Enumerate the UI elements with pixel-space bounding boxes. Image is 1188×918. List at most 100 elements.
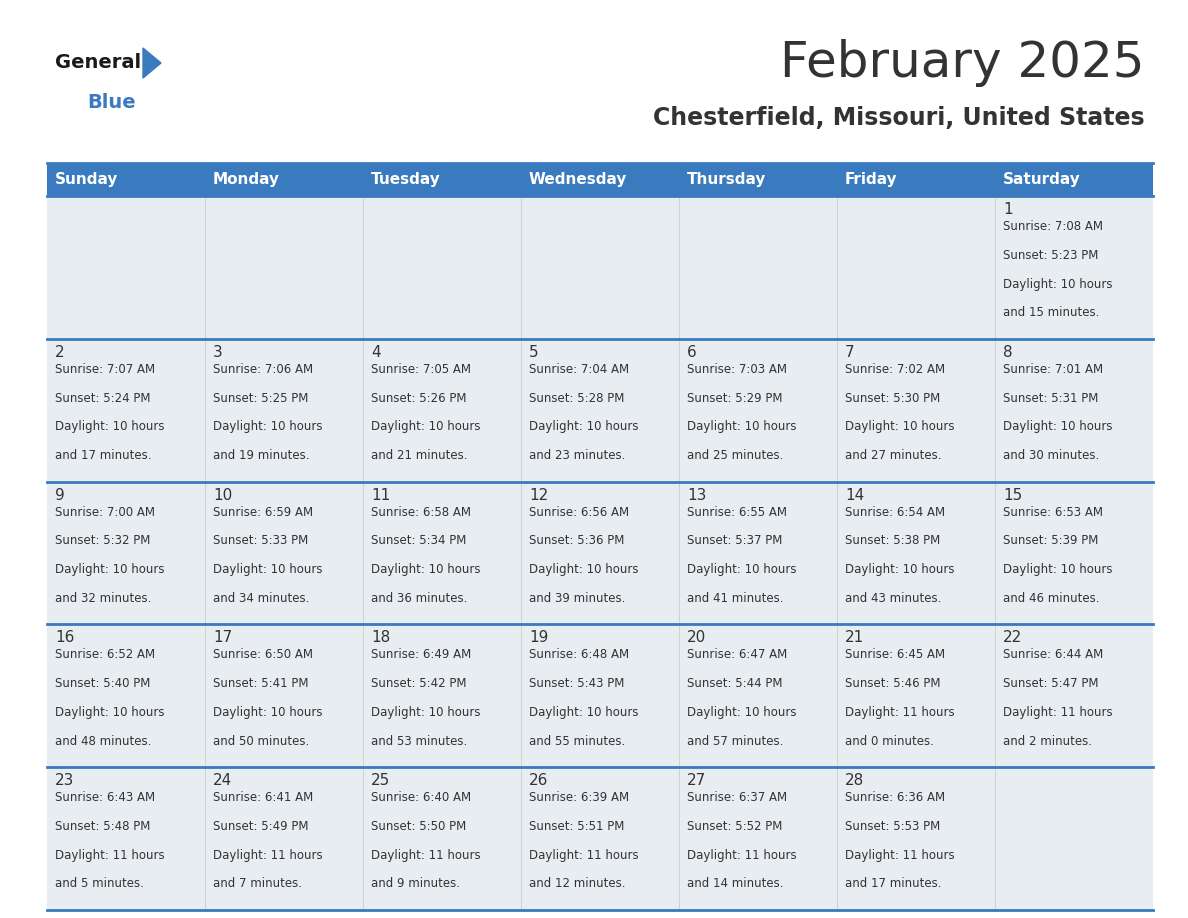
Bar bbox=[364, 482, 522, 624]
Bar bbox=[48, 339, 206, 482]
Bar bbox=[364, 767, 522, 910]
Text: 21: 21 bbox=[845, 631, 864, 645]
Text: Daylight: 11 hours: Daylight: 11 hours bbox=[55, 849, 164, 862]
Text: Sunset: 5:29 PM: Sunset: 5:29 PM bbox=[687, 392, 783, 405]
Text: Daylight: 10 hours: Daylight: 10 hours bbox=[845, 420, 954, 433]
Text: 10: 10 bbox=[213, 487, 232, 502]
Text: Sunrise: 6:53 AM: Sunrise: 6:53 AM bbox=[1003, 506, 1102, 519]
Text: and 43 minutes.: and 43 minutes. bbox=[845, 592, 941, 605]
Text: and 23 minutes.: and 23 minutes. bbox=[529, 449, 625, 462]
Bar bbox=[838, 482, 996, 624]
Bar bbox=[206, 163, 364, 196]
Text: Sunset: 5:26 PM: Sunset: 5:26 PM bbox=[371, 392, 467, 405]
Text: and 36 minutes.: and 36 minutes. bbox=[371, 592, 467, 605]
Text: and 50 minutes.: and 50 minutes. bbox=[213, 734, 309, 747]
Text: 24: 24 bbox=[213, 773, 232, 789]
Bar bbox=[364, 624, 522, 767]
Text: Sunrise: 6:59 AM: Sunrise: 6:59 AM bbox=[213, 506, 312, 519]
Text: 12: 12 bbox=[529, 487, 548, 502]
Text: Sunrise: 7:05 AM: Sunrise: 7:05 AM bbox=[371, 363, 470, 375]
Text: and 57 minutes.: and 57 minutes. bbox=[687, 734, 783, 747]
Text: Daylight: 10 hours: Daylight: 10 hours bbox=[1003, 277, 1112, 290]
Text: Tuesday: Tuesday bbox=[371, 172, 441, 187]
Text: and 5 minutes.: and 5 minutes. bbox=[55, 878, 144, 890]
Text: 2: 2 bbox=[55, 345, 64, 360]
Text: Sunrise: 6:41 AM: Sunrise: 6:41 AM bbox=[213, 791, 314, 804]
Text: Sunrise: 6:52 AM: Sunrise: 6:52 AM bbox=[55, 648, 154, 661]
Bar bbox=[522, 624, 680, 767]
Text: and 14 minutes.: and 14 minutes. bbox=[687, 878, 783, 890]
Text: Sunset: 5:43 PM: Sunset: 5:43 PM bbox=[529, 677, 624, 690]
Text: Daylight: 10 hours: Daylight: 10 hours bbox=[687, 706, 796, 719]
Text: 14: 14 bbox=[845, 487, 864, 502]
Text: Daylight: 10 hours: Daylight: 10 hours bbox=[1003, 563, 1112, 577]
Text: Sunrise: 6:56 AM: Sunrise: 6:56 AM bbox=[529, 506, 628, 519]
Text: Daylight: 10 hours: Daylight: 10 hours bbox=[371, 563, 480, 577]
Text: Daylight: 10 hours: Daylight: 10 hours bbox=[371, 420, 480, 433]
Text: Sunrise: 7:06 AM: Sunrise: 7:06 AM bbox=[213, 363, 312, 375]
Text: Sunset: 5:50 PM: Sunset: 5:50 PM bbox=[371, 820, 466, 833]
Text: Sunset: 5:37 PM: Sunset: 5:37 PM bbox=[687, 534, 782, 547]
Text: Daylight: 10 hours: Daylight: 10 hours bbox=[55, 563, 164, 577]
Text: 25: 25 bbox=[371, 773, 390, 789]
Text: Sunset: 5:23 PM: Sunset: 5:23 PM bbox=[1003, 249, 1098, 262]
Text: 16: 16 bbox=[55, 631, 75, 645]
Text: and 27 minutes.: and 27 minutes. bbox=[845, 449, 941, 462]
Bar bbox=[996, 767, 1154, 910]
Text: 8: 8 bbox=[1003, 345, 1012, 360]
Bar bbox=[838, 196, 996, 339]
Text: 13: 13 bbox=[687, 487, 707, 502]
Text: Sunrise: 6:40 AM: Sunrise: 6:40 AM bbox=[371, 791, 470, 804]
Text: 11: 11 bbox=[371, 487, 390, 502]
Text: 15: 15 bbox=[1003, 487, 1022, 502]
Text: Daylight: 10 hours: Daylight: 10 hours bbox=[687, 563, 796, 577]
Text: 20: 20 bbox=[687, 631, 706, 645]
Text: Sunset: 5:52 PM: Sunset: 5:52 PM bbox=[687, 820, 782, 833]
Bar bbox=[522, 767, 680, 910]
Bar bbox=[838, 163, 996, 196]
Text: Daylight: 11 hours: Daylight: 11 hours bbox=[687, 849, 796, 862]
Text: and 2 minutes.: and 2 minutes. bbox=[1003, 734, 1092, 747]
Text: Sunrise: 7:07 AM: Sunrise: 7:07 AM bbox=[55, 363, 154, 375]
Bar bbox=[48, 767, 206, 910]
Text: 7: 7 bbox=[845, 345, 854, 360]
Text: Sunrise: 7:03 AM: Sunrise: 7:03 AM bbox=[687, 363, 786, 375]
Text: Sunset: 5:36 PM: Sunset: 5:36 PM bbox=[529, 534, 624, 547]
Bar bbox=[522, 196, 680, 339]
Text: 23: 23 bbox=[55, 773, 75, 789]
Bar bbox=[680, 196, 838, 339]
Text: and 39 minutes.: and 39 minutes. bbox=[529, 592, 625, 605]
Text: Sunrise: 6:55 AM: Sunrise: 6:55 AM bbox=[687, 506, 786, 519]
Bar bbox=[680, 482, 838, 624]
Text: and 17 minutes.: and 17 minutes. bbox=[845, 878, 941, 890]
Bar bbox=[680, 163, 838, 196]
Text: Daylight: 11 hours: Daylight: 11 hours bbox=[845, 849, 954, 862]
Bar bbox=[206, 339, 364, 482]
Text: Sunrise: 6:36 AM: Sunrise: 6:36 AM bbox=[845, 791, 944, 804]
Bar bbox=[364, 163, 522, 196]
Text: and 12 minutes.: and 12 minutes. bbox=[529, 878, 625, 890]
Text: and 25 minutes.: and 25 minutes. bbox=[687, 449, 783, 462]
Bar bbox=[996, 482, 1154, 624]
Text: Daylight: 10 hours: Daylight: 10 hours bbox=[55, 706, 164, 719]
Bar bbox=[996, 196, 1154, 339]
Text: Sunrise: 7:01 AM: Sunrise: 7:01 AM bbox=[1003, 363, 1102, 375]
Text: Daylight: 10 hours: Daylight: 10 hours bbox=[529, 563, 638, 577]
Text: Sunset: 5:46 PM: Sunset: 5:46 PM bbox=[845, 677, 941, 690]
Text: Sunrise: 7:00 AM: Sunrise: 7:00 AM bbox=[55, 506, 154, 519]
Text: Sunset: 5:44 PM: Sunset: 5:44 PM bbox=[687, 677, 783, 690]
Bar bbox=[364, 339, 522, 482]
Text: 27: 27 bbox=[687, 773, 706, 789]
Text: Thursday: Thursday bbox=[687, 172, 766, 187]
Text: Sunset: 5:39 PM: Sunset: 5:39 PM bbox=[1003, 534, 1098, 547]
Bar bbox=[522, 339, 680, 482]
Text: and 41 minutes.: and 41 minutes. bbox=[687, 592, 783, 605]
Text: Sunrise: 6:48 AM: Sunrise: 6:48 AM bbox=[529, 648, 628, 661]
Text: Sunset: 5:25 PM: Sunset: 5:25 PM bbox=[213, 392, 308, 405]
Text: 4: 4 bbox=[371, 345, 380, 360]
Bar bbox=[48, 163, 206, 196]
Text: Sunset: 5:34 PM: Sunset: 5:34 PM bbox=[371, 534, 466, 547]
Bar bbox=[996, 163, 1154, 196]
Text: Sunset: 5:53 PM: Sunset: 5:53 PM bbox=[845, 820, 940, 833]
Text: Saturday: Saturday bbox=[1003, 172, 1081, 187]
